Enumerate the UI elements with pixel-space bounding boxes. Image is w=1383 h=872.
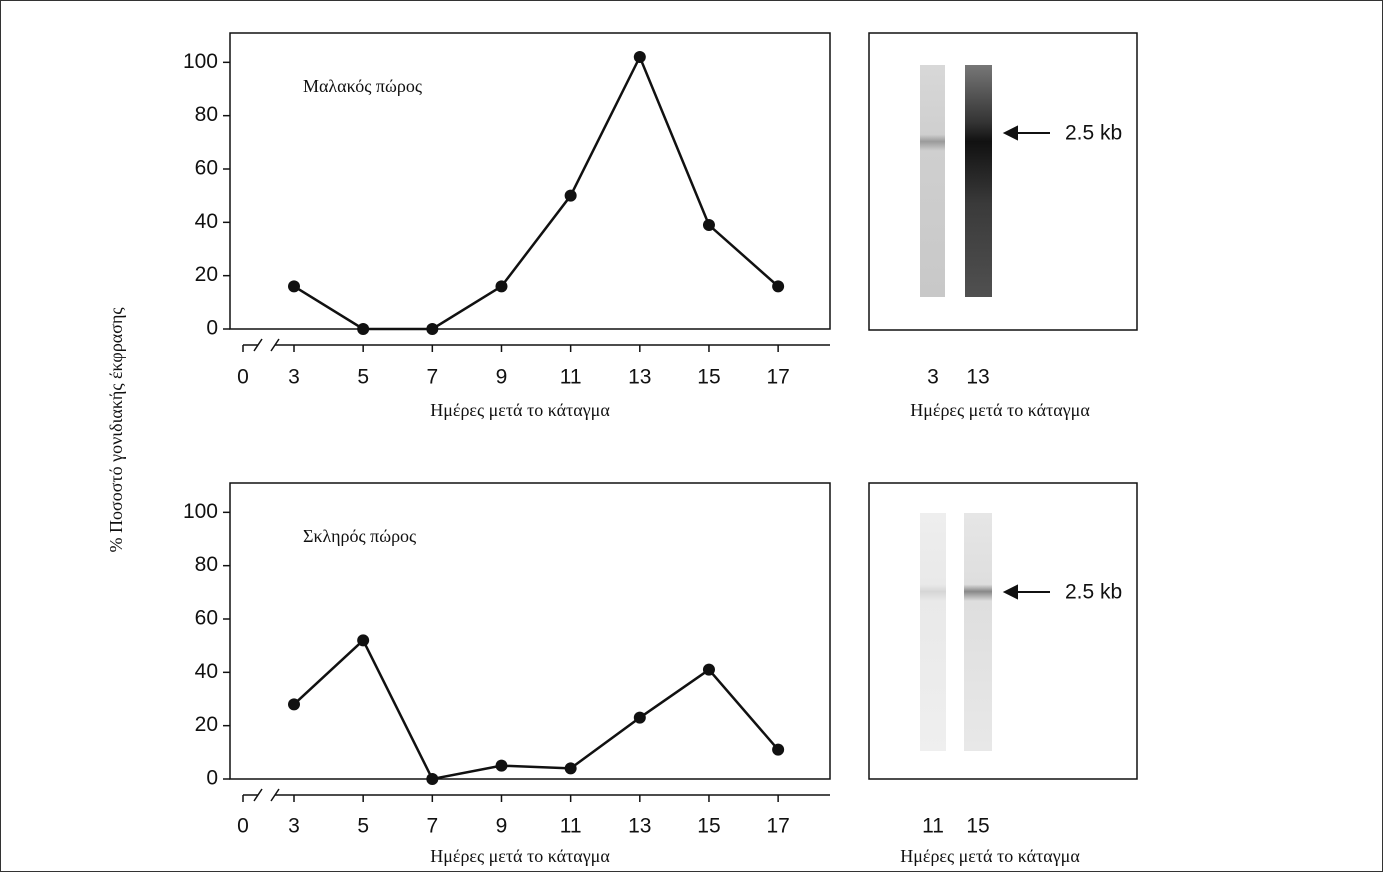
- y-tick-label: 0: [206, 767, 218, 790]
- point: [703, 219, 715, 231]
- blot-lane: [964, 513, 992, 751]
- x-tick-label: 0: [237, 815, 249, 838]
- blot-x-label: Ημέρες μετά το κάταγμα: [910, 400, 1090, 420]
- point: [703, 664, 715, 676]
- band-label: 2.5 kb: [1065, 122, 1122, 145]
- point: [772, 280, 784, 292]
- y-tick-label: 20: [195, 263, 218, 286]
- x-tick-label: 11: [560, 366, 582, 389]
- blot-x-label: Ημέρες μετά το κάταγμα: [900, 846, 1080, 866]
- y-axis-label: % Ποσοστό γονιδιακής έκφρασης: [106, 308, 126, 553]
- y-tick-label: 40: [195, 210, 218, 233]
- point: [426, 323, 438, 335]
- x-tick-label: 7: [426, 815, 438, 838]
- x-tick-label: 9: [496, 815, 508, 838]
- blot-frame: [869, 483, 1137, 779]
- point: [772, 744, 784, 756]
- x-tick-label: 5: [357, 366, 369, 389]
- lane-label: 13: [966, 366, 989, 389]
- x-tick-label: 15: [697, 815, 720, 838]
- annotation: Μαλακός πώρος: [303, 76, 422, 96]
- blot-lane: [920, 65, 945, 297]
- point: [634, 51, 646, 63]
- axis-break: [254, 789, 279, 801]
- x-tick-label: 11: [560, 815, 582, 838]
- lane-label: 11: [922, 815, 944, 838]
- point: [495, 760, 507, 772]
- x-tick-label: 13: [628, 815, 651, 838]
- outer-frame: [1, 1, 1383, 872]
- x-tick-label: 7: [426, 366, 438, 389]
- y-tick-label: 80: [195, 553, 218, 576]
- point: [288, 698, 300, 710]
- band-label: 2.5 kb: [1065, 581, 1122, 604]
- x-tick-label: 17: [766, 366, 789, 389]
- y-tick-label: 60: [195, 607, 218, 630]
- blot-lane: [920, 513, 946, 751]
- point: [565, 190, 577, 202]
- axis-break: [254, 339, 279, 351]
- point: [357, 634, 369, 646]
- lane-label: 3: [927, 366, 939, 389]
- band-arrow: [1005, 127, 1050, 139]
- y-tick-label: 20: [195, 713, 218, 736]
- x-tick-label: 5: [357, 815, 369, 838]
- y-tick-label: 0: [206, 317, 218, 340]
- blot-lane: [965, 65, 992, 297]
- point: [288, 280, 300, 292]
- x-tick-label: 9: [496, 366, 508, 389]
- y-tick-label: 80: [195, 103, 218, 126]
- x-tick-label: 13: [628, 366, 651, 389]
- x-tick-label: 15: [697, 366, 720, 389]
- x-tick-label: 3: [288, 815, 300, 838]
- y-tick-label: 100: [183, 500, 218, 523]
- lane-label: 15: [966, 815, 989, 838]
- line: [294, 57, 778, 329]
- x-axis-label: Ημέρες μετά το κάταγμα: [430, 400, 610, 420]
- point: [634, 712, 646, 724]
- y-tick-label: 40: [195, 660, 218, 683]
- x-axis-label: Ημέρες μετά το κάταγμα: [430, 846, 610, 866]
- x-tick-label: 0: [237, 366, 249, 389]
- annotation: Σκληρός πώρος: [303, 526, 416, 546]
- x-tick-label: 3: [288, 366, 300, 389]
- point: [495, 280, 507, 292]
- point: [357, 323, 369, 335]
- x-tick-label: 17: [766, 815, 789, 838]
- y-tick-label: 60: [195, 157, 218, 180]
- y-tick-label: 100: [183, 50, 218, 73]
- line: [294, 640, 778, 779]
- blot-frame: [869, 33, 1137, 330]
- figure: % Ποσοστό γονιδιακής έκφρασης 2.5 kb 3 1…: [0, 0, 1383, 872]
- band-arrow: [1005, 586, 1050, 598]
- point: [565, 762, 577, 774]
- point: [426, 773, 438, 785]
